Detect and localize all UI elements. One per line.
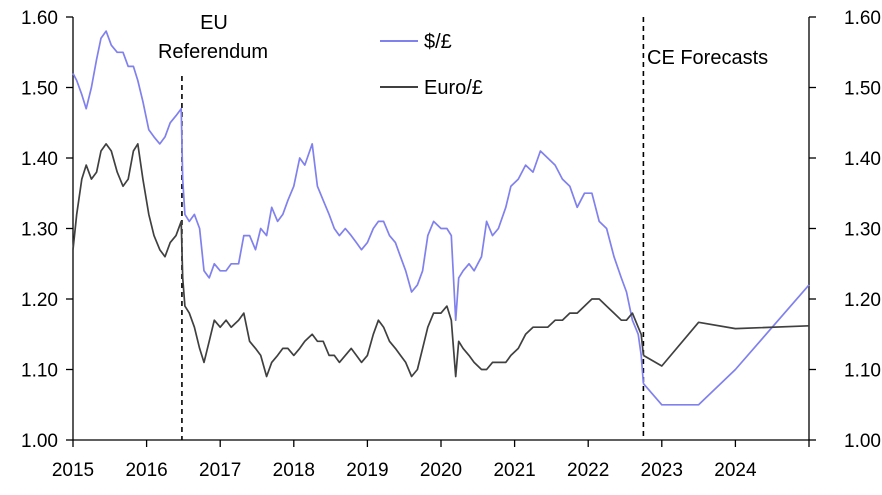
right-y-tick-label: 1.40 xyxy=(844,149,881,170)
right-y-tick-label: 1.20 xyxy=(844,290,881,311)
left-y-tick-label: 1.00 xyxy=(21,431,58,452)
left-y-tick-label: 1.10 xyxy=(21,361,58,382)
eu-referendum-label-line2: Referendum xyxy=(158,41,268,63)
eu-referendum-label-line1: EU xyxy=(200,12,228,34)
x-axis-ticks: 2015 2016 2017 2018 2019 2020 2021 2022 2023 2024 xyxy=(52,440,810,481)
left-y-ticks: 1.00 1.10 1.20 1.30 1.40 1.50 1.60 xyxy=(21,8,73,452)
series-euro-forecast-line xyxy=(642,321,810,367)
series--line xyxy=(72,30,645,384)
legend-label-usd: $/£ xyxy=(424,31,452,53)
x-tick-label: 2024 xyxy=(714,460,757,481)
left-y-tick-label: 1.20 xyxy=(21,290,58,311)
x-tick-label: 2023 xyxy=(641,460,683,481)
right-y-tick-label: 1.30 xyxy=(844,220,881,241)
right-y-tick-label: 1.50 xyxy=(844,79,881,100)
left-y-tick-label: 1.60 xyxy=(21,8,58,29)
right-y-tick-label: 1.60 xyxy=(844,8,881,29)
x-tick-label: 2016 xyxy=(125,460,167,481)
x-tick-label: 2021 xyxy=(493,460,535,481)
series-forecast-line xyxy=(642,284,810,406)
ce-forecasts-label: CE Forecasts xyxy=(647,47,768,69)
left-y-tick-label: 1.30 xyxy=(21,220,58,241)
x-tick-label: 2018 xyxy=(273,460,315,481)
annotation-lines xyxy=(181,17,645,440)
left-y-tick-label: 1.50 xyxy=(21,79,58,100)
x-tick-label: 2017 xyxy=(199,460,241,481)
x-tick-label: 2015 xyxy=(52,460,94,481)
x-tick-label: 2022 xyxy=(567,460,609,481)
right-y-ticks: 1.00 1.10 1.20 1.30 1.40 1.50 1.60 xyxy=(809,8,881,452)
right-y-tick-label: 1.00 xyxy=(844,431,881,452)
right-y-tick-label: 1.10 xyxy=(844,361,881,382)
series-euro-line xyxy=(72,143,645,378)
legend-label-euro: Euro/£ xyxy=(424,77,483,99)
x-tick-label: 2019 xyxy=(346,460,388,481)
eu-referendum-annotation: EU Referendum xyxy=(158,12,268,63)
x-tick-label: 2020 xyxy=(420,460,462,481)
series-layer xyxy=(72,30,810,406)
left-y-tick-label: 1.40 xyxy=(21,149,58,170)
legend: $/£ Euro/£ xyxy=(380,31,483,99)
